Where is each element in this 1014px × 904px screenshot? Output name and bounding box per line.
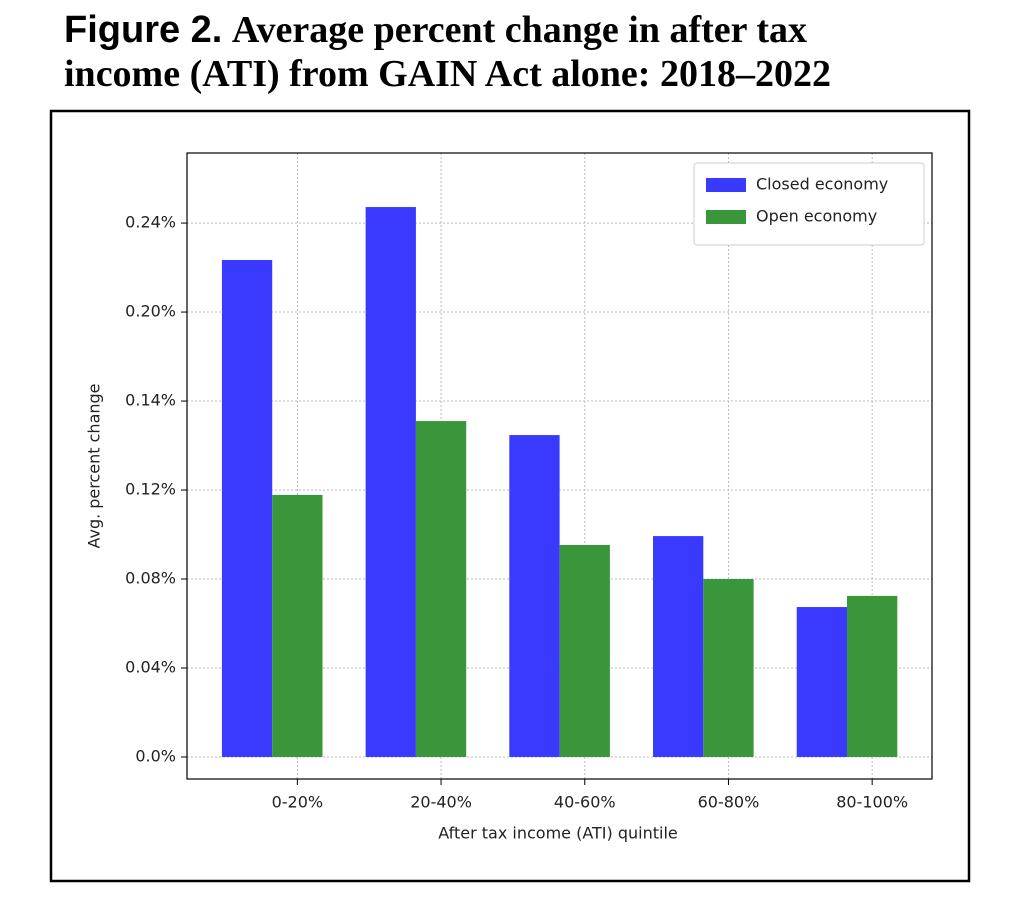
x-axis-label: After tax income (ATI) quintile xyxy=(438,824,677,843)
y-tick-label: 0.04% xyxy=(125,657,176,676)
legend-swatch xyxy=(706,210,746,224)
y-tick-label: 0.08% xyxy=(125,569,176,588)
y-tick-label: 0.14% xyxy=(125,391,176,410)
bar xyxy=(509,435,560,757)
figure-label: Figure 2. xyxy=(64,9,223,51)
bar xyxy=(796,607,848,757)
bar xyxy=(559,544,610,757)
y-tick-label: 0.12% xyxy=(125,480,176,499)
y-axis-label: Avg. percent change xyxy=(85,383,104,548)
legend-swatch xyxy=(706,178,746,192)
bar xyxy=(365,207,416,757)
y-tick-label: 0.24% xyxy=(125,213,176,232)
y-tick-label: 0.20% xyxy=(125,302,176,321)
bar xyxy=(703,579,754,757)
x-tick-label: 40-60% xyxy=(554,793,616,812)
plot-frame xyxy=(186,152,933,780)
figure-frame xyxy=(49,109,971,883)
x-tick-label: 0-20% xyxy=(272,793,324,812)
bar xyxy=(272,494,323,757)
legend-label: Closed economy xyxy=(756,175,888,194)
figure-title: Figure 2. Average percent change in afte… xyxy=(64,8,924,96)
bar xyxy=(221,260,273,757)
x-tick-label: 80-100% xyxy=(836,793,908,812)
legend-box xyxy=(693,162,925,246)
y-tick-label: 0.0% xyxy=(135,746,176,765)
bar xyxy=(415,421,467,757)
chart-title: Average percent change in after tax inco… xyxy=(64,9,831,95)
bar xyxy=(653,536,704,757)
legend-label: Open economy xyxy=(756,207,877,226)
bar xyxy=(847,595,898,757)
x-tick-label: 20-40% xyxy=(410,793,472,812)
x-tick-label: 60-80% xyxy=(698,793,760,812)
